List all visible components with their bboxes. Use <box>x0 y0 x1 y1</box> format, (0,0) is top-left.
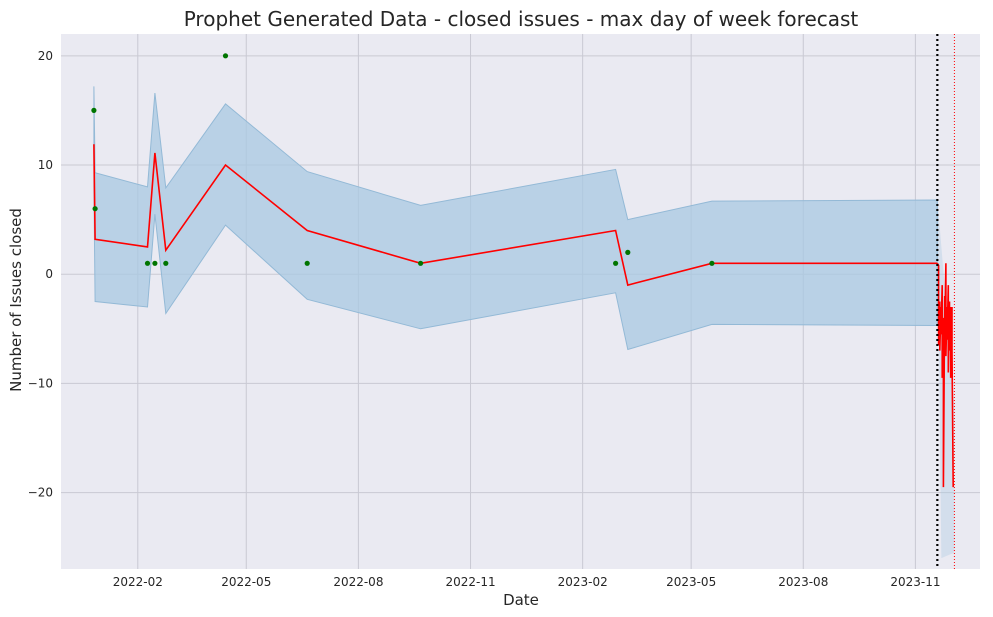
observed-point <box>418 260 424 266</box>
observed-points <box>91 53 715 266</box>
y-axis-label: Number of Issues closed <box>7 208 25 392</box>
observed-point <box>625 249 631 255</box>
y-tick-label: 10 <box>38 158 53 172</box>
x-tick-label: 2023-08 <box>778 575 828 589</box>
forecast-tail-line <box>936 262 954 488</box>
observed-point <box>91 107 97 113</box>
y-tick-label: −20 <box>28 486 53 500</box>
y-tick-label: 0 <box>45 267 53 281</box>
observed-point <box>304 260 310 266</box>
x-tick-label: 2023-05 <box>666 575 716 589</box>
x-tick-label: 2022-08 <box>333 575 383 589</box>
chart-title: Prophet Generated Data - closed issues -… <box>184 7 859 31</box>
x-tick-label: 2023-11 <box>890 575 940 589</box>
x-axis-label: Date <box>503 591 539 609</box>
x-tick-label: 2022-02 <box>113 575 163 589</box>
observed-point <box>92 206 98 212</box>
observed-point <box>613 260 619 266</box>
observed-point <box>222 53 229 59</box>
tick-labels: 2022-02 2022-05 2022-08 2022-11 2023-02 2023-… <box>28 49 941 589</box>
observed-point <box>152 260 158 266</box>
x-tick-label: 2022-05 <box>221 575 271 589</box>
x-tick-label: 2023-02 <box>558 575 608 589</box>
forecast-line <box>93 144 938 287</box>
observed-point <box>144 260 151 266</box>
y-tick-label: −10 <box>28 376 53 390</box>
observed-point <box>709 260 715 266</box>
forecast-lines <box>93 34 955 569</box>
observed-point <box>163 260 169 266</box>
x-tick-label: 2022-11 <box>445 575 495 589</box>
y-tick-label: 20 <box>38 49 53 63</box>
